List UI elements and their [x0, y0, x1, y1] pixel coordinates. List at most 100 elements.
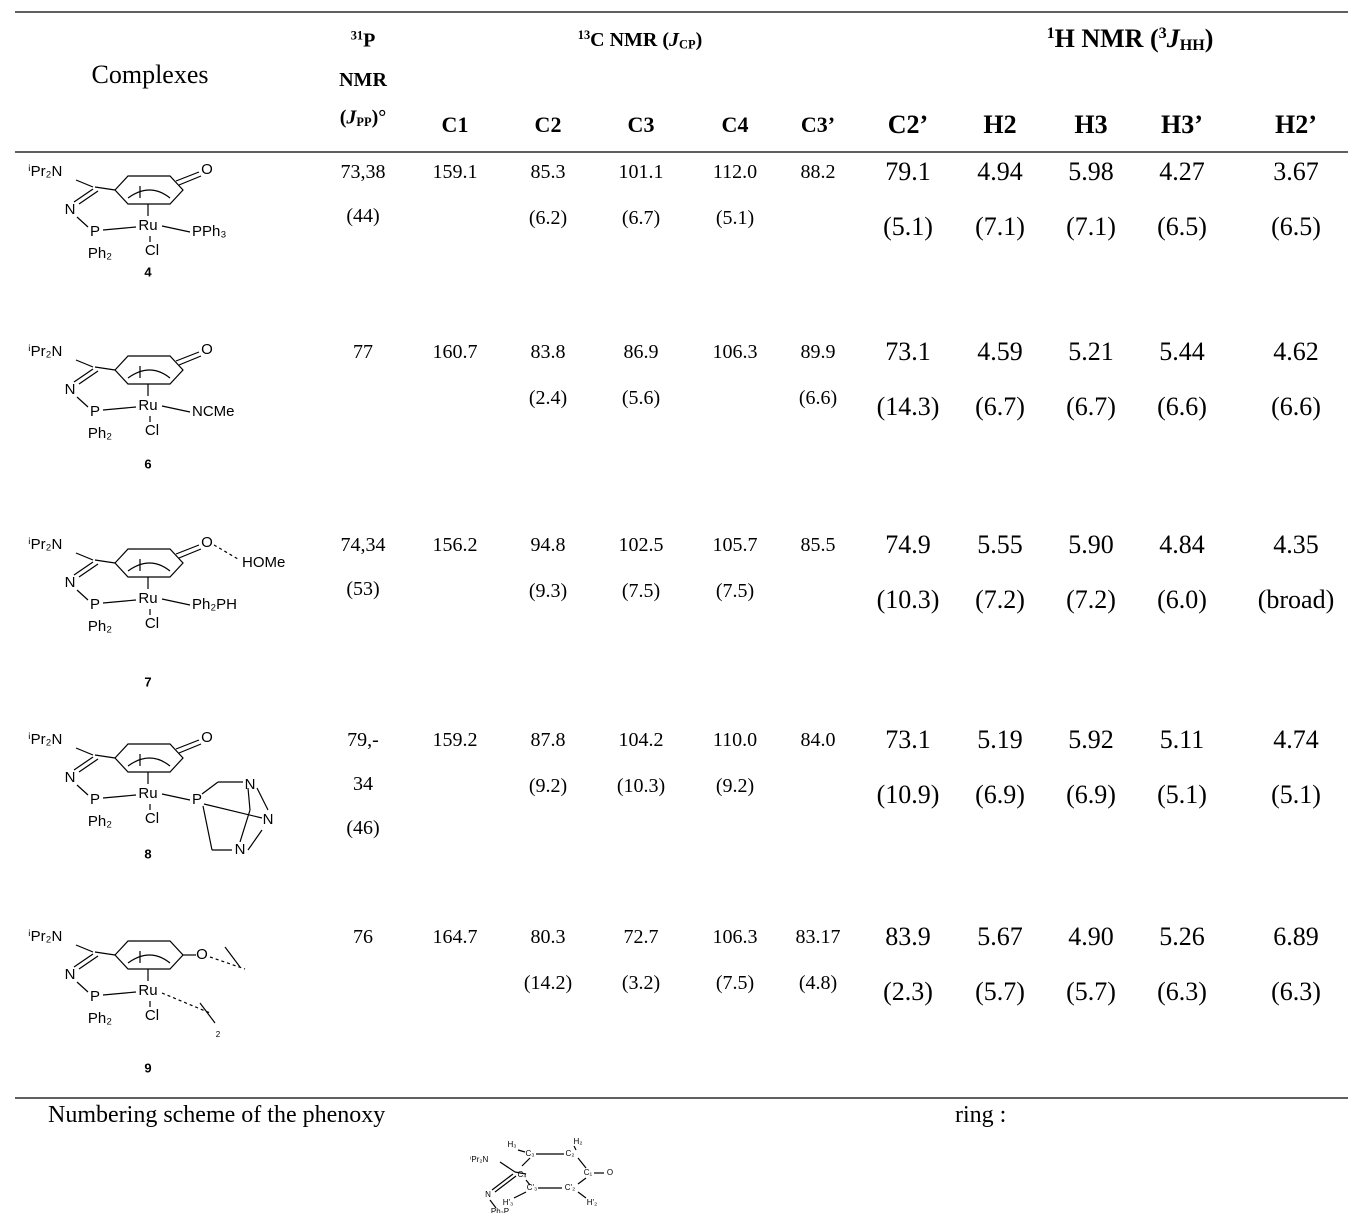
p31-value: 74,34: [340, 534, 386, 556]
text-part: ): [695, 28, 703, 51]
column-header: H3: [1074, 110, 1108, 139]
nmr-value: 88.2: [800, 161, 836, 183]
nmr-value: (5.7): [975, 977, 1025, 1006]
structure-label: P: [90, 223, 100, 240]
bond: [73, 756, 94, 771]
text-part: CP: [679, 37, 696, 52]
bond: [78, 190, 99, 205]
bond: [94, 754, 116, 759]
nmr-value: 5.92: [1068, 725, 1114, 754]
nmr-value: 156.2: [432, 534, 478, 556]
scheme-label: C₄: [517, 1170, 526, 1179]
scheme-bond: [525, 1179, 531, 1186]
scheme-label: C₁: [584, 1168, 593, 1177]
column-header: C4: [721, 112, 749, 137]
bond: [175, 351, 200, 362]
bond: [161, 225, 191, 233]
structure-label: O: [201, 161, 213, 178]
nmr-value: (6.3): [1271, 977, 1321, 1006]
compound-number: 6: [144, 456, 151, 471]
bond: [175, 171, 200, 182]
scheme-label: ⁱPr₂N: [470, 1155, 489, 1164]
nmr-value: 160.7: [432, 341, 478, 363]
scheme-bond: [517, 1149, 526, 1153]
structure-label: Cl: [145, 422, 159, 439]
ring: [114, 743, 184, 773]
nmr-value: (10.3): [876, 585, 940, 614]
scheme-label: C₂: [566, 1149, 575, 1158]
scheme-bond: [513, 1191, 527, 1199]
structure-label: Cl: [145, 242, 159, 259]
nmr-value: (5.7): [1066, 977, 1116, 1006]
header-c13: 13C NMR (JCP): [578, 29, 702, 51]
ring: [114, 175, 184, 205]
nmr-value: (4.8): [798, 972, 838, 994]
nmr-value: 4.94: [977, 157, 1023, 186]
bracket: [224, 946, 241, 968]
nmr-value: (5.1): [1157, 780, 1207, 809]
header-complexes: Complexes: [91, 60, 209, 89]
nmr-value: (6.9): [975, 780, 1025, 809]
nmr-value: (6.7): [975, 392, 1025, 421]
text-part: J: [346, 106, 357, 129]
structure-label: N: [65, 769, 76, 786]
scheme-bond: [521, 1157, 531, 1167]
text-part: HH: [1179, 37, 1205, 55]
compound-number: 4: [144, 264, 152, 279]
nmr-value: 5.26: [1159, 922, 1205, 951]
column-header: C2: [534, 112, 562, 137]
p31-value: (46): [346, 817, 380, 839]
bond: [161, 598, 191, 606]
scheme-label: C'₂: [565, 1183, 575, 1192]
nmr-value: 5.90: [1068, 530, 1114, 559]
bond: [102, 599, 137, 604]
text-part: J: [669, 28, 680, 51]
structure-label: Ru: [138, 397, 157, 414]
text-part: C NMR (: [590, 28, 670, 51]
text-part: (: [339, 106, 347, 129]
scheme-bond: [489, 1199, 497, 1209]
nmr-value: 4.59: [977, 337, 1023, 366]
nmr-value: (14.2): [523, 972, 573, 994]
bond: [102, 226, 137, 231]
nmr-value: 73.1: [885, 337, 931, 366]
nmr-value: 83.8: [530, 341, 566, 363]
scheme-label: H'₂: [587, 1198, 597, 1207]
nmr-value: (14.3): [876, 392, 940, 421]
header-h1: 1H NMR (3JHH): [1047, 23, 1214, 55]
structure-label: Ru: [138, 590, 157, 607]
scheme-label: Ph₂P: [491, 1207, 509, 1213]
nmr-value: (7.2): [975, 585, 1025, 614]
p31-value: 34: [353, 773, 373, 795]
cage-bond: [256, 787, 269, 811]
structure-label: N: [245, 776, 256, 793]
column-header: C3: [627, 112, 655, 137]
scheme-label: N: [485, 1190, 491, 1199]
text-part: 13: [577, 28, 591, 43]
bond: [178, 355, 202, 366]
scheme-label: C₃: [525, 1149, 534, 1158]
text-part: PP: [356, 115, 372, 130]
nmr-value: 159.2: [432, 729, 478, 751]
nmr-value: 74.9: [885, 530, 931, 559]
scheme-label: C'₃: [527, 1183, 538, 1192]
bond: [94, 951, 116, 956]
structure-label: P: [90, 403, 100, 420]
nmr-value: (7.5): [621, 580, 661, 602]
ring: [114, 355, 184, 385]
p31-value: 76: [353, 926, 373, 948]
p31-value: (44): [346, 205, 380, 227]
nmr-value: 110.0: [712, 729, 758, 751]
bond: [78, 955, 99, 970]
bond: [175, 739, 200, 750]
ring-arc: [127, 562, 171, 572]
nmr-value: 106.3: [712, 341, 758, 363]
bond: [76, 216, 89, 228]
nmr-value: 106.3: [712, 926, 758, 948]
structure-label: Ph₂: [88, 618, 112, 635]
nmr-value: (6.7): [621, 207, 661, 229]
nmr-value: 3.67: [1273, 157, 1319, 186]
nmr-value: (6.6): [798, 387, 838, 409]
text-part: J: [1166, 23, 1180, 53]
bond: [102, 991, 137, 996]
